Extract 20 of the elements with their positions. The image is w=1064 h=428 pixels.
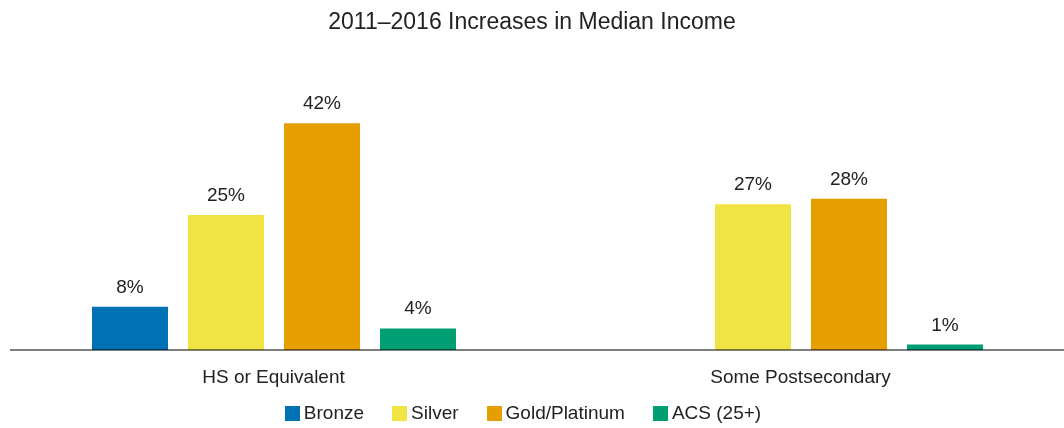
data-label: 28% bbox=[829, 167, 869, 189]
x-tick-label: Some Postsecondary bbox=[710, 366, 892, 388]
x-tick-label: HS or Equivalent bbox=[202, 366, 346, 388]
legend-label: ACS (25+) bbox=[671, 402, 762, 423]
data-label: 1% bbox=[931, 313, 959, 335]
data-label: 4% bbox=[404, 297, 432, 319]
legend-label: Gold/Platinum bbox=[505, 402, 625, 423]
bar bbox=[715, 204, 791, 350]
data-label: 8% bbox=[116, 275, 144, 297]
data-label: 25% bbox=[206, 184, 246, 206]
legend-label: Bronze bbox=[303, 402, 365, 423]
bar bbox=[284, 123, 360, 350]
bar bbox=[188, 215, 264, 350]
legend-label: Silver bbox=[411, 402, 459, 423]
bar bbox=[92, 306, 168, 350]
data-label: 42% bbox=[302, 92, 342, 114]
bar bbox=[811, 198, 887, 350]
data-label: 27% bbox=[733, 173, 773, 195]
chart-title: 2011–2016 Increases in Median Income bbox=[327, 7, 737, 36]
bar bbox=[380, 328, 456, 350]
